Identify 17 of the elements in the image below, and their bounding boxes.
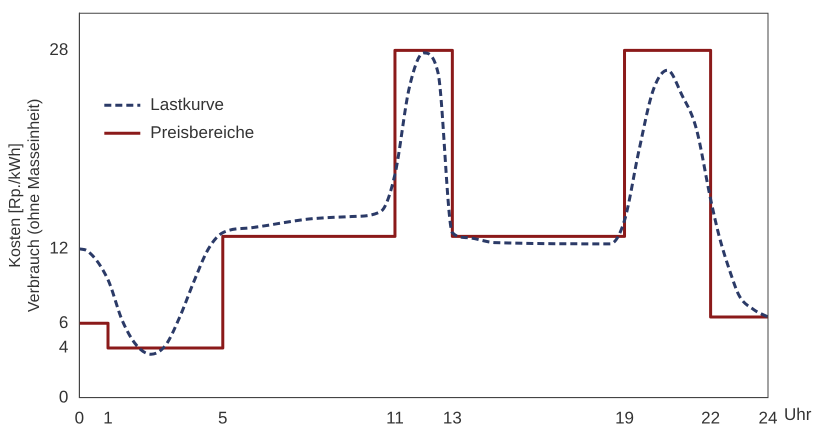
x-tick-label: 24 <box>758 408 778 428</box>
x-tick-label: 5 <box>218 408 228 428</box>
y-tick-label: 4 <box>58 338 68 357</box>
legend-label: Lastkurve <box>150 94 224 114</box>
x-axis-title: Uhr <box>784 404 812 424</box>
y-tick-label: 6 <box>58 312 68 332</box>
y-tick-label: 12 <box>49 238 68 258</box>
y-tick-label: 0 <box>58 387 68 406</box>
x-tick-label: 22 <box>701 408 720 428</box>
x-tick-label: 0 <box>74 408 84 428</box>
y-axis-title: Kosten [Rp./kWh] Verbrauch (ohne Masseinheit) <box>7 98 44 312</box>
x-tick-label: 1 <box>103 408 113 428</box>
x-tick-label: 11 <box>386 408 404 428</box>
legend-label: Preisbereiche <box>150 122 254 142</box>
y-tick-label: 28 <box>49 40 68 60</box>
x-tick-label: 19 <box>615 408 634 428</box>
x-tick-label: 13 <box>442 408 462 428</box>
